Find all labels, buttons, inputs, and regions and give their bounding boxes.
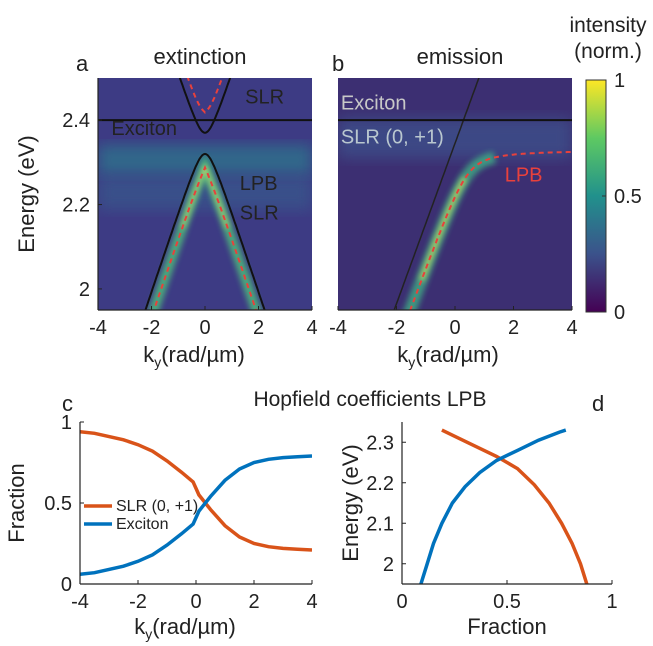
slr-upper-line-a bbox=[178, 78, 232, 134]
y-tick-label: 2 bbox=[79, 279, 90, 301]
panel-a-axes: -4 -2 0 2 4 2 2.2 2.4 bbox=[62, 78, 318, 339]
annotation-lpb-b: LPB bbox=[505, 164, 543, 186]
panel-a-title: extinction bbox=[154, 44, 247, 69]
slr-lower-line-a bbox=[144, 152, 266, 310]
annotation-slr-b: SLR (0, +1) bbox=[341, 126, 444, 148]
x-tick-label: 4 bbox=[566, 317, 577, 339]
panel-b-title: emission bbox=[417, 44, 504, 69]
y-tick-label: 2.1 bbox=[366, 513, 394, 535]
x-tick-label: -2 bbox=[388, 317, 406, 339]
x-tick-label: 0 bbox=[396, 591, 407, 613]
x-tick-label: 4 bbox=[306, 591, 317, 613]
x-tick-label: 0 bbox=[190, 591, 201, 613]
series-line-slr-d bbox=[441, 428, 589, 584]
x-tick-label: -2 bbox=[143, 317, 161, 339]
colorbar-tick-label: 0.5 bbox=[614, 186, 642, 208]
colorbar-title-line1: intensity bbox=[569, 14, 647, 37]
y-tick-label: 0 bbox=[61, 574, 72, 596]
colorbar-tick-label: 1 bbox=[614, 70, 625, 92]
colorbar-tick-label: 0 bbox=[614, 302, 625, 324]
x-tick-label: 1 bbox=[606, 591, 617, 613]
lpb-dashed-a bbox=[152, 164, 258, 310]
x-tick-label: 2 bbox=[248, 591, 259, 613]
y-tick-label: 1 bbox=[61, 412, 72, 434]
group-title-hopfield: Hopfield coefficients LPB bbox=[253, 388, 486, 411]
x-tick-label: 0.5 bbox=[493, 591, 521, 613]
annotation-lpb-a: LPB bbox=[240, 173, 278, 195]
panel-a-xlabel: ky(rad/µm) bbox=[143, 342, 245, 370]
panel-a-heatmap bbox=[98, 78, 312, 310]
y-tick-label: 2.3 bbox=[366, 432, 394, 454]
x-tick-label: -4 bbox=[329, 317, 347, 339]
panel-c-ylabel: Fraction bbox=[4, 463, 29, 542]
upper-branch-dashed-a bbox=[186, 78, 224, 114]
panel-c-axes: -4 -2 0 2 4 0 0.5 1 bbox=[44, 412, 317, 613]
colorbar: intensity (norm.) 00.51 bbox=[569, 14, 647, 324]
x-tick-label: -4 bbox=[89, 317, 107, 339]
annotation-exciton-b: Exciton bbox=[341, 93, 407, 115]
panel-d-xlabel: Fraction bbox=[467, 614, 546, 639]
colorbar-ticks: 00.51 bbox=[602, 70, 642, 324]
panel-b-axes: -4 -2 0 2 4 bbox=[329, 306, 578, 339]
panel-b-xlabel: ky(rad/µm) bbox=[397, 342, 499, 370]
x-tick-label: 2 bbox=[253, 317, 264, 339]
x-tick-label: 0 bbox=[199, 317, 210, 339]
annotation-slr-top-a: SLR bbox=[245, 86, 284, 108]
x-tick-label: 2 bbox=[508, 317, 519, 339]
panel-letter-c: c bbox=[62, 391, 73, 416]
series-line-exciton-d bbox=[419, 428, 567, 584]
annotation-exciton-a: Exciton bbox=[111, 118, 177, 140]
x-tick-label: 0 bbox=[449, 317, 460, 339]
legend-label-slr: SLR (0, +1) bbox=[116, 498, 198, 515]
panel-b-heatmap bbox=[338, 78, 572, 310]
x-tick-label: 4 bbox=[306, 317, 317, 339]
legend-c: SLR (0, +1) Exciton bbox=[84, 498, 198, 533]
x-tick-label: -4 bbox=[71, 591, 89, 613]
panel-letter-d: d bbox=[592, 391, 604, 416]
legend-label-exciton: Exciton bbox=[116, 516, 168, 533]
slr-line-b bbox=[393, 78, 480, 310]
panel-d-axes: 0 0.5 1 2 2.1 2.2 2.3 bbox=[366, 422, 618, 613]
panel-a-ylabel: Energy (eV) bbox=[14, 135, 39, 252]
y-tick-label: 2.2 bbox=[62, 195, 90, 217]
panel-c-xlabel: ky(rad/µm) bbox=[134, 614, 236, 642]
y-tick-label: 2.4 bbox=[62, 110, 90, 132]
panel-d: d 0 0.5 1 2 2.1 2.2 2.3 Energy (eV) Fraction bbox=[338, 391, 618, 639]
panel-letter-b: b bbox=[332, 51, 344, 76]
y-tick-label: 0.5 bbox=[44, 493, 72, 515]
panel-d-ylabel: Energy (eV) bbox=[338, 444, 363, 561]
series-line-slr-c bbox=[80, 429, 312, 552]
colorbar-title-line2: (norm.) bbox=[574, 40, 642, 63]
panel-c: c SLR (0, +1) Exciton -4 -2 0 2 4 0 0.5 1 Fract… bbox=[4, 391, 318, 642]
series-line-exciton-c bbox=[80, 454, 312, 577]
y-tick-label: 2 bbox=[383, 554, 394, 576]
panel-letter-a: a bbox=[76, 51, 89, 76]
panel-a: a extinction SLR Exciton LPB SLR -4 -2 0 2 4… bbox=[14, 44, 318, 370]
y-tick-label: 2.2 bbox=[366, 473, 394, 495]
x-tick-label: -2 bbox=[129, 591, 147, 613]
panel-b: b emission Exciton SLR (0, +1) LPB -4 -2 0… bbox=[329, 44, 578, 370]
annotation-slr-bottom-a: SLR bbox=[240, 202, 279, 224]
